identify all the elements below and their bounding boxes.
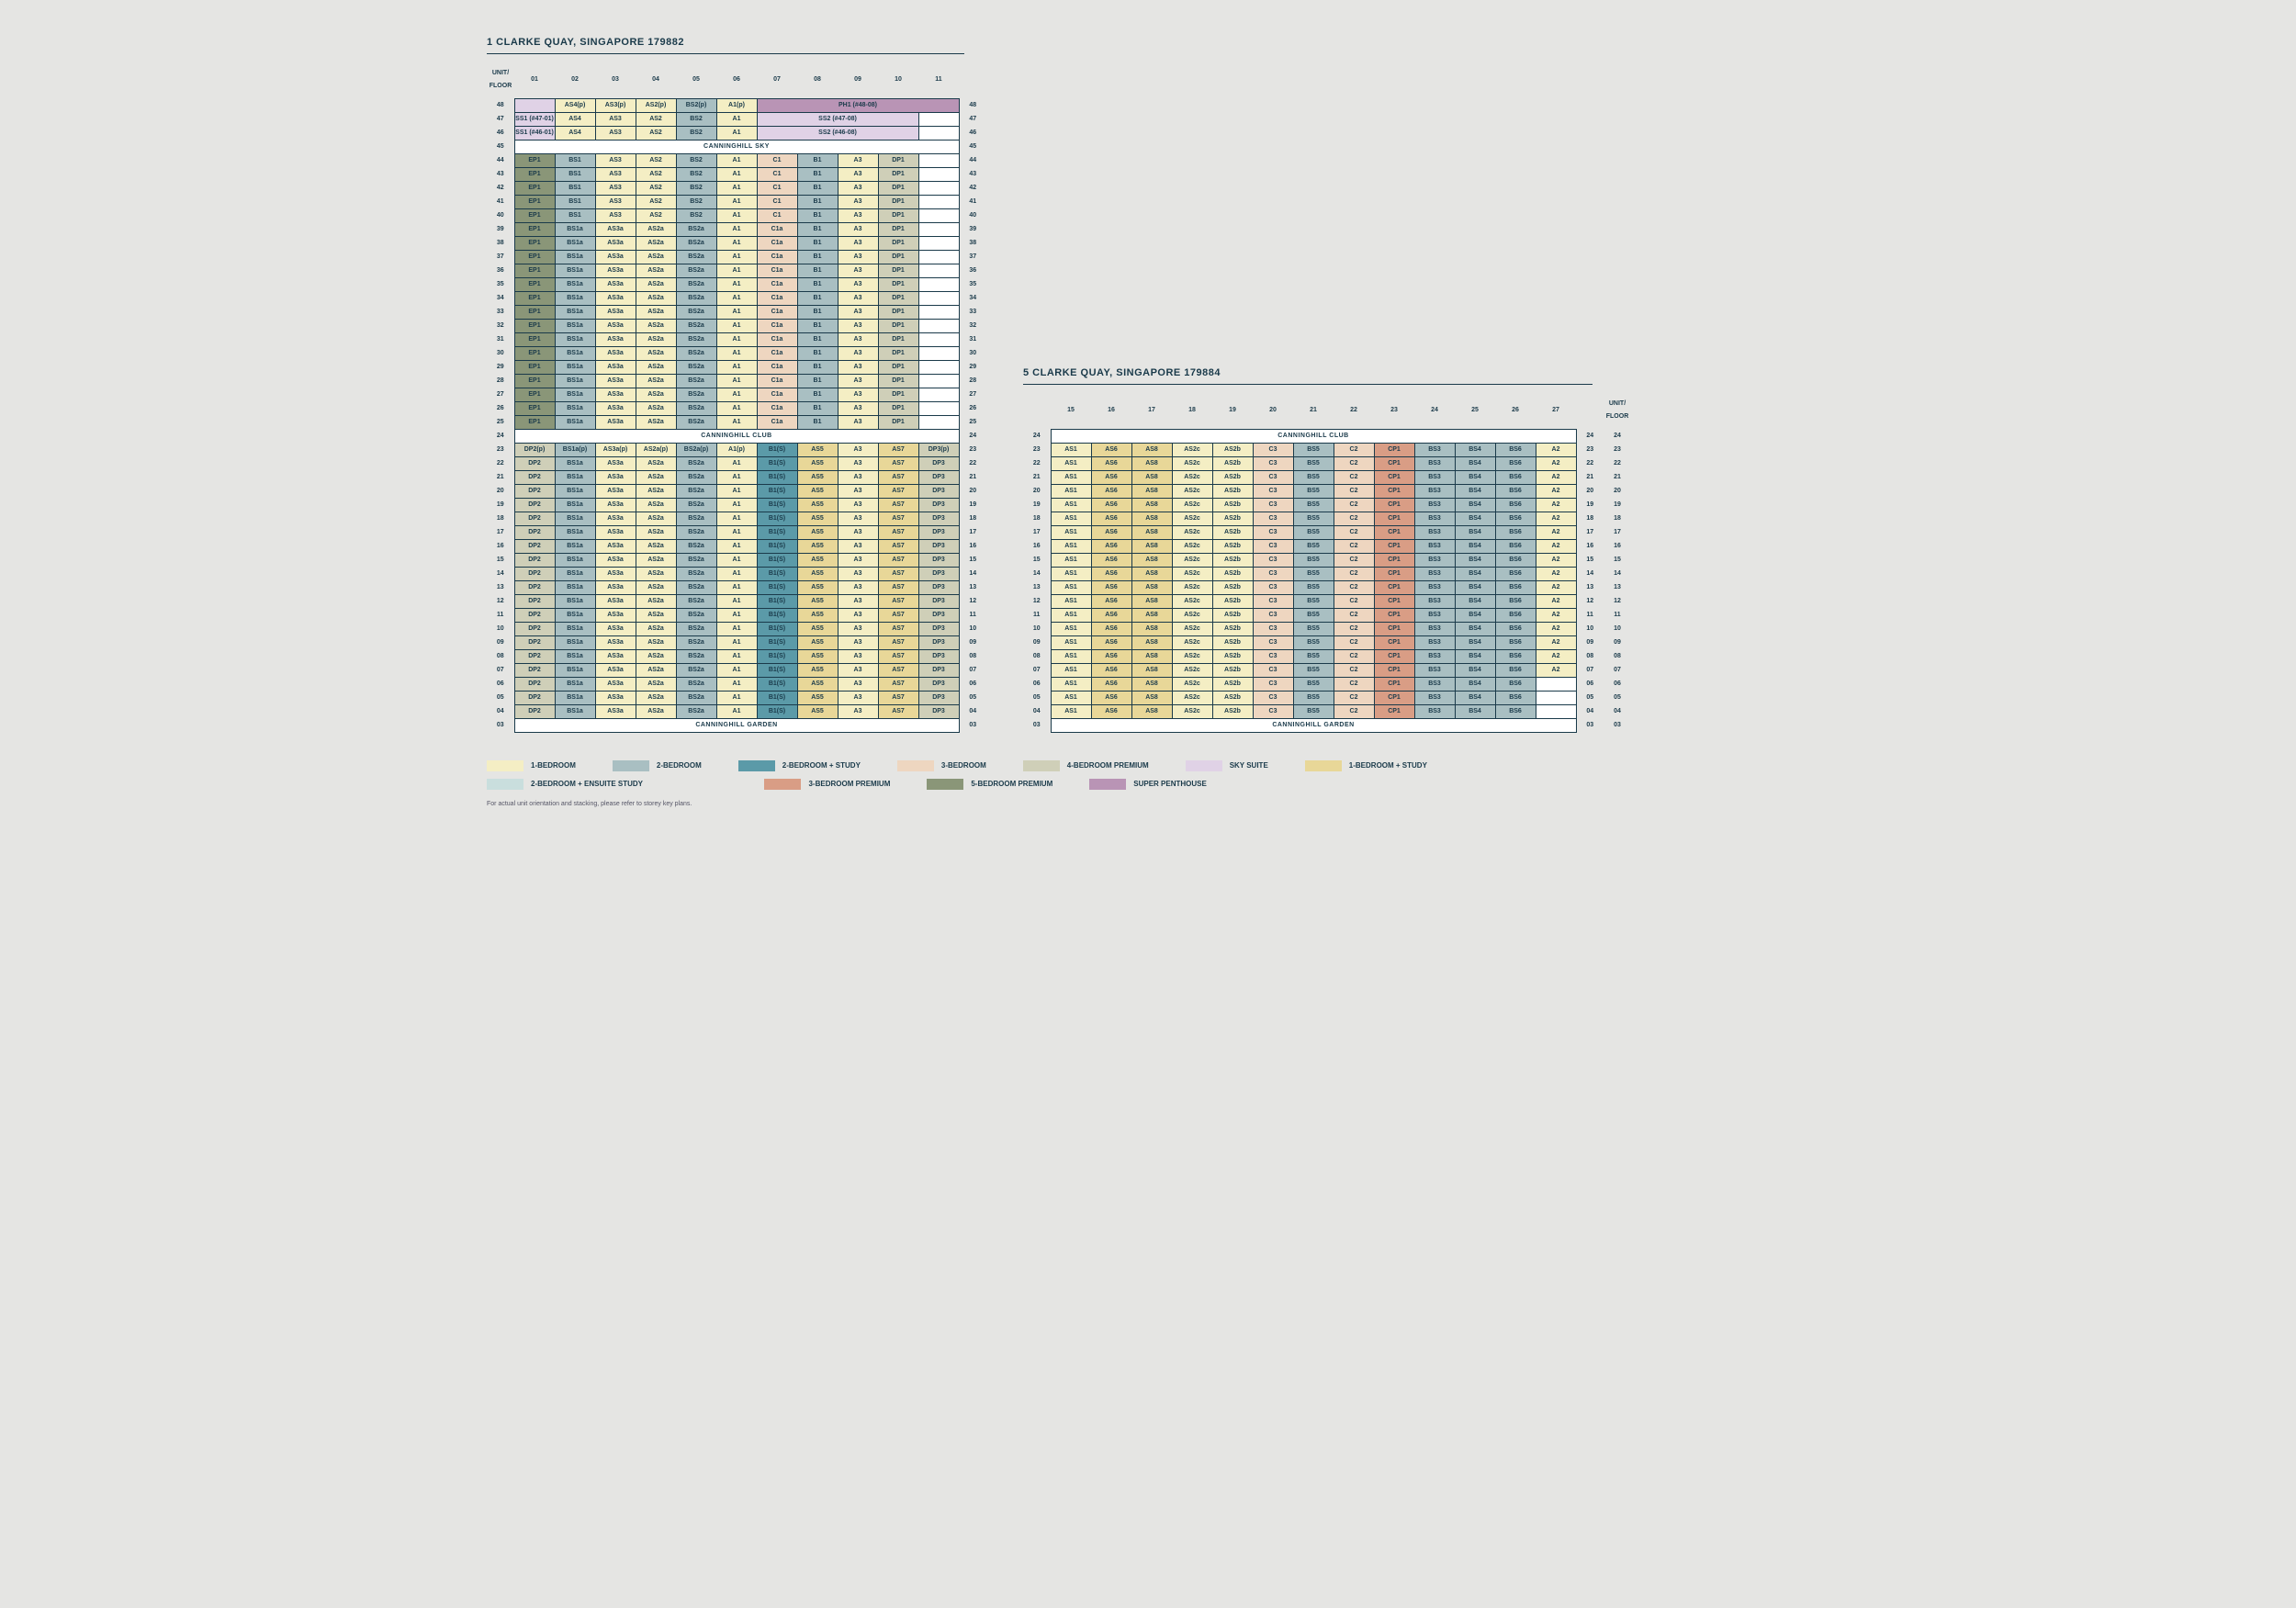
legend: 1-BEDROOM 2-BEDROOM 2-BEDROOM + STUDY 3-BED… [487, 760, 1497, 790]
address-1: 1 CLARKE QUAY, SINGAPORE 179882 [487, 37, 986, 48]
legend-item: 4-BEDROOM PREMIUM [1023, 760, 1149, 771]
legend-item: 1-BEDROOM [487, 760, 576, 771]
tower2-grid: 15161718192021222324252627UNIT/FLOOR24CA… [1023, 398, 1631, 733]
legend-item: 2-BEDROOM [613, 760, 702, 771]
legend-item: 1-BEDROOM + STUDY [1305, 760, 1427, 771]
footnote: For actual unit orientation and stacking… [487, 801, 1809, 807]
legend-item: 2-BEDROOM + STUDY [738, 760, 861, 771]
address-2: 5 CLARKE QUAY, SINGAPORE 179884 [1023, 367, 1631, 378]
legend-item: 5-BEDROOM PREMIUM [927, 779, 1052, 790]
legend-item: 3-BEDROOM [897, 760, 986, 771]
legend-item: 2-BEDROOM + ENSUITE STUDY [487, 779, 643, 790]
tower1-grid: UNIT/FLOOR010203040506070809101148AS4(p)… [487, 67, 986, 733]
legend-item: 3-BEDROOM PREMIUM [764, 779, 890, 790]
tower-2: 5 CLARKE QUAY, SINGAPORE 179884 15161718… [1023, 367, 1631, 733]
tower-1: 1 CLARKE QUAY, SINGAPORE 179882 UNIT/FLO… [487, 37, 986, 733]
legend-item: SKY SUITE [1186, 760, 1268, 771]
legend-item: SUPER PENTHOUSE [1089, 779, 1207, 790]
